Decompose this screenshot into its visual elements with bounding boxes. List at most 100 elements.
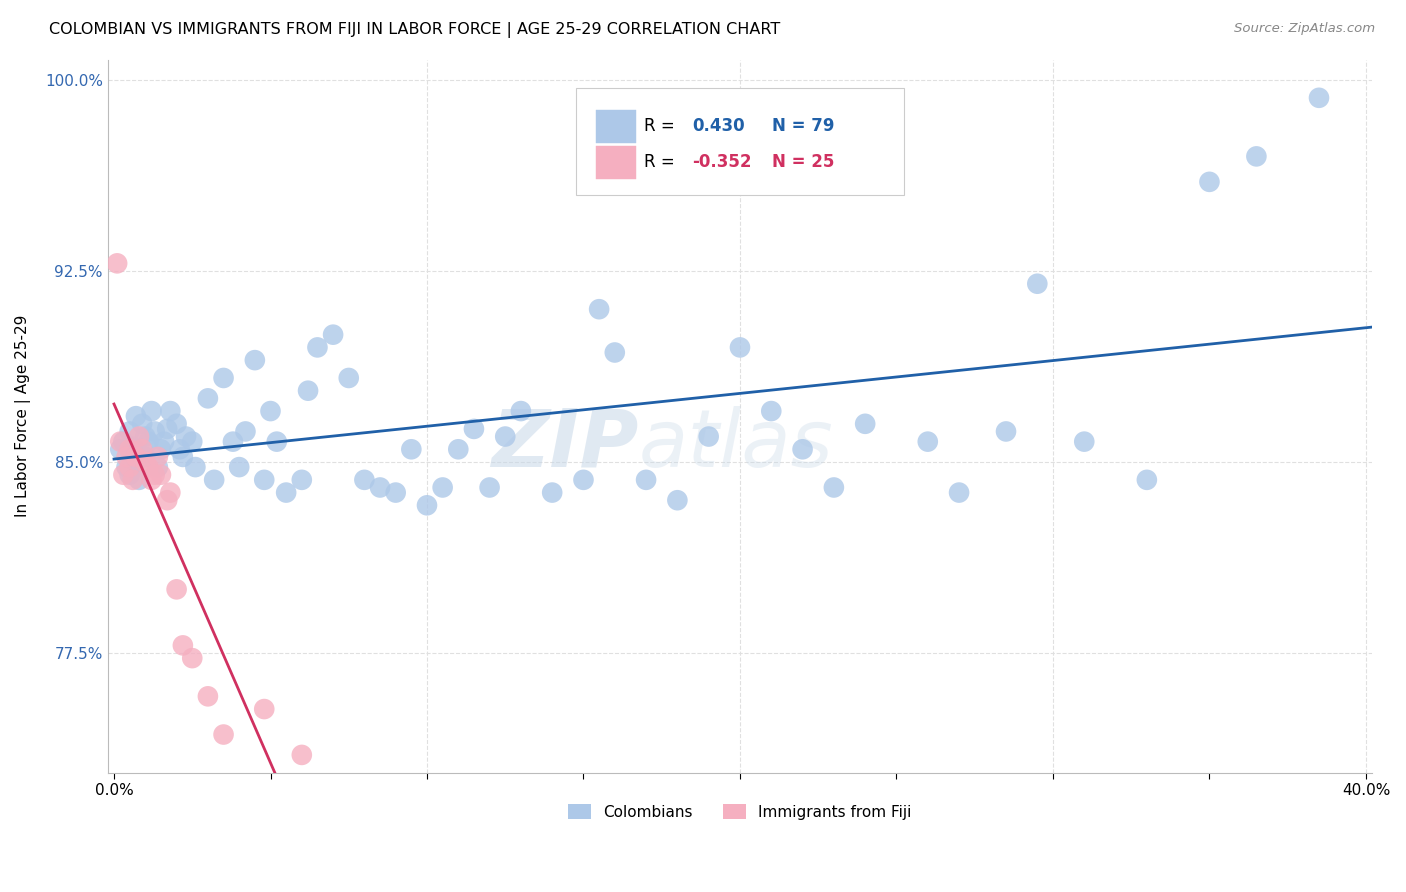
Point xyxy=(134,429,156,443)
Point xyxy=(291,473,314,487)
Point xyxy=(202,473,225,487)
Point xyxy=(138,460,160,475)
Point xyxy=(1026,277,1049,291)
Point xyxy=(253,473,276,487)
Point xyxy=(115,450,138,464)
Point xyxy=(212,727,235,741)
Point xyxy=(131,417,153,431)
Point xyxy=(603,345,626,359)
Point xyxy=(1246,149,1268,163)
Text: N = 79: N = 79 xyxy=(772,117,834,135)
Point xyxy=(149,442,172,457)
Point xyxy=(143,425,166,439)
Point xyxy=(212,371,235,385)
Legend: Colombians, Immigrants from Fiji: Colombians, Immigrants from Fiji xyxy=(562,797,918,826)
FancyBboxPatch shape xyxy=(596,146,637,178)
Point xyxy=(125,450,148,464)
Point xyxy=(121,440,143,454)
Point xyxy=(131,442,153,457)
Point xyxy=(159,404,181,418)
Point xyxy=(222,434,245,449)
Point xyxy=(169,442,191,457)
Point xyxy=(159,485,181,500)
Point xyxy=(166,417,188,431)
Point xyxy=(172,450,194,464)
Point xyxy=(118,467,141,482)
Y-axis label: In Labor Force | Age 25-29: In Labor Force | Age 25-29 xyxy=(15,315,31,517)
Point xyxy=(149,467,172,482)
Point xyxy=(353,473,375,487)
Point xyxy=(761,404,783,418)
Point xyxy=(118,460,141,475)
Point xyxy=(125,455,148,469)
Point xyxy=(416,498,439,512)
Point xyxy=(181,651,204,665)
Point xyxy=(128,473,150,487)
Point xyxy=(228,460,250,475)
Point xyxy=(181,434,204,449)
Point xyxy=(266,434,288,449)
Point xyxy=(172,639,194,653)
Point xyxy=(337,371,360,385)
Point xyxy=(141,404,163,418)
Point xyxy=(291,747,314,762)
Point xyxy=(243,353,266,368)
Point xyxy=(307,340,329,354)
Text: COLOMBIAN VS IMMIGRANTS FROM FIJI IN LABOR FORCE | AGE 25-29 CORRELATION CHART: COLOMBIAN VS IMMIGRANTS FROM FIJI IN LAB… xyxy=(49,22,780,38)
Point xyxy=(235,425,257,439)
Point xyxy=(322,327,344,342)
Point xyxy=(110,434,132,449)
Point xyxy=(384,485,406,500)
Point xyxy=(478,481,501,495)
Point xyxy=(110,442,132,457)
Point xyxy=(792,442,814,457)
Point xyxy=(297,384,319,398)
Point xyxy=(1308,91,1330,105)
Point xyxy=(853,417,876,431)
Point xyxy=(1198,175,1220,189)
Point xyxy=(105,256,128,270)
Text: ZIP: ZIP xyxy=(492,406,638,483)
Point xyxy=(259,404,281,418)
Point xyxy=(995,425,1018,439)
Point xyxy=(156,493,179,508)
Point xyxy=(666,493,689,508)
Point xyxy=(948,485,970,500)
Point xyxy=(174,429,197,443)
Point xyxy=(197,690,219,704)
Text: Source: ZipAtlas.com: Source: ZipAtlas.com xyxy=(1234,22,1375,36)
FancyBboxPatch shape xyxy=(575,88,904,195)
Point xyxy=(125,409,148,424)
Point xyxy=(112,467,135,482)
Point xyxy=(134,450,156,464)
FancyBboxPatch shape xyxy=(596,111,637,143)
Point xyxy=(134,455,156,469)
Point xyxy=(253,702,276,716)
Point xyxy=(156,422,179,436)
Point xyxy=(276,485,298,500)
Text: atlas: atlas xyxy=(638,406,834,483)
Point xyxy=(1073,434,1095,449)
Point xyxy=(197,392,219,406)
Point xyxy=(823,481,845,495)
Text: R =: R = xyxy=(644,117,681,135)
Point xyxy=(401,442,423,457)
Text: -0.352: -0.352 xyxy=(692,153,751,170)
Point xyxy=(368,481,391,495)
Point xyxy=(128,429,150,443)
Point xyxy=(588,302,610,317)
Point xyxy=(447,442,470,457)
Point xyxy=(636,473,658,487)
Point xyxy=(697,429,720,443)
Text: N = 25: N = 25 xyxy=(772,153,834,170)
Text: R =: R = xyxy=(644,153,681,170)
Point xyxy=(509,404,531,418)
Point xyxy=(1136,473,1159,487)
Point xyxy=(166,582,188,597)
Point xyxy=(572,473,595,487)
Point xyxy=(917,434,939,449)
Point xyxy=(121,473,143,487)
Point xyxy=(112,434,135,449)
Point xyxy=(432,481,454,495)
Point xyxy=(494,429,516,443)
